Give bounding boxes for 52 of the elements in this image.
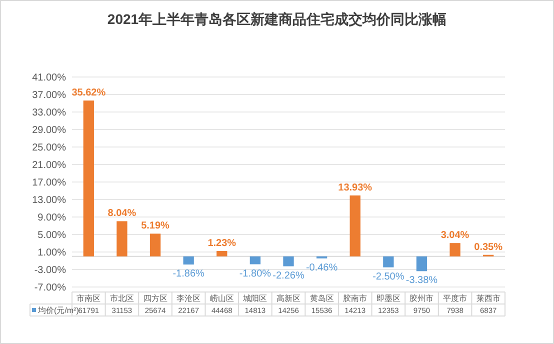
x-tick-label: 高新区 bbox=[276, 294, 300, 303]
x-tick-label: 城阳区 bbox=[242, 294, 268, 303]
bar bbox=[383, 256, 394, 268]
bar bbox=[416, 256, 428, 272]
x-tick-label: 胶南市 bbox=[343, 294, 368, 303]
data-label: -1.86% bbox=[172, 268, 205, 280]
y-tick-label: 37.00% bbox=[32, 90, 66, 101]
y-tick-label: -3.00% bbox=[34, 265, 66, 276]
y-tick-label: 25.00% bbox=[32, 142, 66, 154]
x-tick-label: 即墨区 bbox=[376, 294, 400, 303]
y-tick-label: 5.00% bbox=[38, 230, 66, 241]
y-tick-label: 17.00% bbox=[32, 178, 66, 188]
x-tick-label: 李沧区 bbox=[176, 294, 201, 303]
bar bbox=[216, 250, 228, 256]
y-tick-label: -7.00% bbox=[34, 282, 66, 294]
bar bbox=[283, 256, 294, 266]
data-label: -2.50% bbox=[372, 271, 404, 282]
bar bbox=[183, 256, 194, 265]
y-tick-label: 21.00% bbox=[32, 160, 66, 171]
legend-label: 均价(元/m²) bbox=[37, 306, 80, 315]
x-tick-label: 市南区 bbox=[76, 294, 101, 303]
data-label: -0.46% bbox=[306, 262, 338, 274]
bar bbox=[350, 195, 360, 256]
x-tick-label: 黄岛区 bbox=[310, 294, 334, 303]
x-tick-label: 市北区 bbox=[110, 294, 134, 303]
bar bbox=[150, 234, 161, 256]
data-label: -1.80% bbox=[239, 268, 272, 280]
data-label: 0.35% bbox=[474, 242, 503, 253]
x-tick-label: 崂山区 bbox=[210, 294, 234, 303]
data-label: 8.04% bbox=[108, 208, 136, 220]
bar bbox=[250, 256, 261, 264]
bar bbox=[450, 243, 460, 256]
y-tick-label: 33.00% bbox=[32, 108, 66, 118]
data-label: 3.04% bbox=[440, 230, 470, 242]
bar bbox=[116, 221, 128, 256]
y-tick-label: 9.00% bbox=[38, 212, 66, 224]
data-label: 35.62% bbox=[72, 88, 106, 99]
y-tick-label: 13.00% bbox=[32, 195, 66, 206]
x-tick-label: 四方区 bbox=[143, 294, 168, 303]
x-tick-label: 莱西市 bbox=[476, 294, 500, 303]
data-label: 5.19% bbox=[141, 220, 170, 232]
data-label: 1.23% bbox=[208, 238, 236, 249]
y-tick-label: 41.00% bbox=[32, 72, 66, 84]
data-label: 13.93% bbox=[338, 182, 372, 194]
x-tick-label: 平度市 bbox=[443, 294, 468, 303]
chart-title: 2021年上半年青岛各区新建商品住宅成交均价同比涨幅 bbox=[107, 11, 447, 27]
y-tick-label: 29.00% bbox=[32, 125, 66, 136]
x-tick-label: 胶州市 bbox=[410, 294, 434, 303]
y-tick-label: 1.00% bbox=[38, 248, 66, 258]
data-label: -2.26% bbox=[272, 270, 304, 282]
bar bbox=[83, 100, 94, 256]
data-label: -3.38% bbox=[406, 275, 438, 286]
